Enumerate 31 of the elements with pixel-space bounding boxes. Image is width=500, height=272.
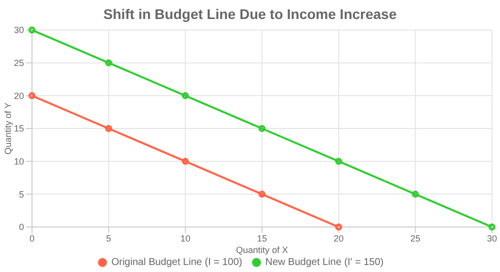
point xyxy=(488,224,496,230)
x-tick-label: 20 xyxy=(334,233,344,244)
x-tick-label: 10 xyxy=(180,233,190,244)
point xyxy=(105,125,112,132)
x-tick-label: 15 xyxy=(256,233,268,244)
point xyxy=(28,92,36,100)
y-tick-label: 0 xyxy=(18,222,24,232)
point xyxy=(412,190,419,198)
point xyxy=(105,59,112,66)
x-tick-label: 30 xyxy=(486,233,498,244)
x-tick-label: 0 xyxy=(29,233,35,244)
y-tick-label: 5 xyxy=(18,189,24,200)
chart-title: Shift in Budget Line Due to Income Increase xyxy=(102,6,398,24)
y-tick-label: 20 xyxy=(14,90,24,101)
point xyxy=(335,158,342,165)
legend-label: New Budget Line (I' = 150) xyxy=(265,257,384,268)
point xyxy=(182,158,189,165)
point xyxy=(28,26,36,34)
x-tick-label: 5 xyxy=(106,233,112,244)
point xyxy=(335,224,342,230)
y-tick-label: 15 xyxy=(14,124,24,134)
x-tick-label: 25 xyxy=(410,233,420,244)
x-axis-title: Quantity of X xyxy=(236,245,288,255)
point xyxy=(258,125,266,132)
y-tick-label: 25 xyxy=(14,58,24,68)
point xyxy=(182,92,189,100)
y-tick-label: 10 xyxy=(14,156,24,167)
point xyxy=(258,190,266,198)
legend-label: Original Budget Line (I = 100) xyxy=(111,257,242,268)
y-axis-title: Quantity of Y xyxy=(3,102,14,154)
y-tick-label: 30 xyxy=(14,25,24,36)
